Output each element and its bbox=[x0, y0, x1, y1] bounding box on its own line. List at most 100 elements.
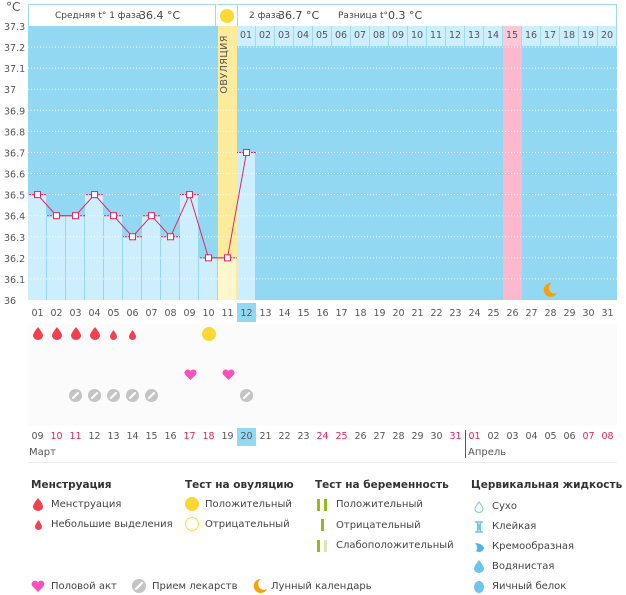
phase2-day-cell: 15 bbox=[503, 26, 522, 46]
x-tick-label: 12 bbox=[240, 308, 252, 319]
calendar-date[interactable]: 04 bbox=[525, 431, 538, 442]
x-tick-label: 24 bbox=[468, 308, 480, 319]
phase2-day-cell: 14 bbox=[484, 26, 503, 46]
phase2-day-cell: 13 bbox=[465, 26, 484, 46]
temperature-point bbox=[110, 212, 117, 220]
events-grid bbox=[28, 324, 617, 426]
x-tick-label: 06 bbox=[126, 308, 138, 319]
phase2-day-cell: 02 bbox=[256, 26, 275, 46]
calendar-date[interactable]: 03 bbox=[506, 431, 519, 442]
calendar-date[interactable]: 24 bbox=[316, 431, 329, 442]
light-drop-icon bbox=[110, 330, 117, 340]
legend-ovulation-positive: Положительный bbox=[205, 499, 292, 510]
calendar-date[interactable]: 13 bbox=[107, 431, 120, 442]
legend-ovulation-negative: Отрицательный bbox=[205, 519, 290, 530]
calendar-date[interactable]: 01 bbox=[468, 431, 481, 442]
calendar-date[interactable]: 20 bbox=[237, 428, 256, 446]
x-tick-label: 07 bbox=[145, 308, 157, 319]
calendar-date[interactable]: 19 bbox=[221, 431, 234, 442]
x-tick-label: 29 bbox=[563, 308, 575, 319]
y-tick-label: 37 bbox=[4, 85, 16, 96]
calendar-date[interactable]: 22 bbox=[278, 431, 291, 442]
calendar-date[interactable]: 12 bbox=[88, 431, 101, 442]
calendar-date[interactable]: 15 bbox=[145, 431, 158, 442]
legend-medication: Прием лекарств bbox=[152, 581, 238, 592]
x-tick-label: 04 bbox=[88, 308, 100, 319]
legend-cervical-sticky: Клейкая bbox=[492, 521, 537, 532]
month-separator bbox=[465, 430, 466, 458]
legend-cervical-eggwhite: Яичный белок bbox=[492, 581, 567, 592]
calendar-date[interactable]: 25 bbox=[335, 431, 348, 442]
calendar-date[interactable]: 02 bbox=[487, 431, 500, 442]
calendar-date[interactable]: 10 bbox=[50, 431, 63, 442]
temperature-point bbox=[167, 233, 174, 241]
calendar-date[interactable]: 28 bbox=[392, 431, 405, 442]
y-tick-label: 37.2 bbox=[4, 43, 25, 54]
legend-pregnancy-positive: Положительный bbox=[336, 499, 423, 510]
temperature-bar bbox=[66, 215, 84, 300]
calendar-date[interactable]: 05 bbox=[544, 431, 557, 442]
temperature-point bbox=[243, 148, 250, 156]
phase2-day-cell: 10 bbox=[408, 26, 427, 46]
x-tick-label: 23 bbox=[449, 308, 461, 319]
phase2-day-cell: 19 bbox=[579, 26, 598, 46]
calendar-date[interactable]: 06 bbox=[563, 431, 576, 442]
temperature-bar bbox=[237, 152, 255, 300]
temperature-bar bbox=[85, 194, 103, 300]
heart-icon bbox=[183, 369, 197, 380]
calendar-date[interactable]: 29 bbox=[411, 431, 424, 442]
month-april: Апрель bbox=[468, 447, 507, 458]
calendar-date[interactable]: 17 bbox=[183, 431, 196, 442]
ovulation-test-positive-icon bbox=[201, 327, 216, 341]
calendar-date[interactable]: 14 bbox=[126, 431, 139, 442]
calendar-date[interactable]: 08 bbox=[601, 431, 614, 442]
x-tick-label: 16 bbox=[316, 308, 328, 319]
calendar-date[interactable]: 18 bbox=[202, 431, 215, 442]
calendar-date[interactable]: 16 bbox=[164, 431, 177, 442]
y-tick-label: 36.9 bbox=[4, 106, 25, 117]
legend-cervical-title: Цервикальная жидкость bbox=[471, 479, 623, 491]
y-tick-label: 36 bbox=[4, 296, 16, 307]
phase2-day-cell: 08 bbox=[370, 26, 389, 46]
phase2-value: 36.7 °C bbox=[278, 9, 320, 22]
x-tick-label: 03 bbox=[69, 308, 81, 319]
temperature-point bbox=[91, 191, 98, 199]
y-axis-unit: °C bbox=[6, 0, 21, 14]
calendar-date[interactable]: 11 bbox=[69, 431, 82, 442]
current-day-highlight bbox=[237, 303, 256, 322]
egg-white-icon bbox=[474, 581, 484, 593]
ovulation-label: ОВУЛЯЦИЯ bbox=[219, 35, 230, 94]
calendar-date[interactable]: 26 bbox=[354, 431, 367, 442]
temperature-point bbox=[129, 233, 136, 241]
calendar-date[interactable]: 23 bbox=[297, 431, 310, 442]
phase2-day-cell: 20 bbox=[598, 26, 617, 46]
watery-icon bbox=[474, 560, 484, 573]
x-tick-label: 21 bbox=[411, 308, 423, 319]
sticky-icon bbox=[475, 521, 483, 533]
calendar-date[interactable]: 27 bbox=[373, 431, 386, 442]
x-tick-label: 01 bbox=[31, 308, 43, 319]
heavy-drop-icon bbox=[51, 327, 62, 340]
y-tick-label: 36.8 bbox=[4, 127, 25, 138]
y-tick-label: 36.5 bbox=[4, 191, 25, 202]
y-tick-label: 36.4 bbox=[4, 212, 25, 223]
calendar-date[interactable]: 21 bbox=[259, 431, 272, 442]
heavy-drop-icon bbox=[70, 327, 81, 340]
phase2-day-cell: 06 bbox=[332, 26, 351, 46]
calendar-date[interactable]: 31 bbox=[449, 431, 462, 442]
heavy-drop-icon bbox=[33, 498, 43, 511]
phase2-label: 2 фаза bbox=[249, 11, 282, 21]
calendar-date[interactable]: 09 bbox=[31, 431, 44, 442]
heart-icon bbox=[31, 580, 45, 592]
light-drop-icon bbox=[129, 330, 136, 340]
y-tick-label: 36.3 bbox=[4, 233, 25, 244]
pregnancy-faint-icon-bar2 bbox=[324, 540, 327, 552]
calendar-date[interactable]: 07 bbox=[582, 431, 595, 442]
x-tick-label: 05 bbox=[107, 308, 119, 319]
temperature-chart: 37.3 37.2 37.1 37 36.9 36.8 36.7 36.6 36.5 36.4 36… bbox=[4, 4, 617, 322]
x-tick-label: 25 bbox=[487, 308, 499, 319]
calendar-date[interactable]: 30 bbox=[430, 431, 443, 442]
x-tick-label: 22 bbox=[430, 308, 442, 319]
phase2-day-cell: 01 bbox=[237, 26, 256, 46]
month-march: Март bbox=[29, 447, 56, 458]
